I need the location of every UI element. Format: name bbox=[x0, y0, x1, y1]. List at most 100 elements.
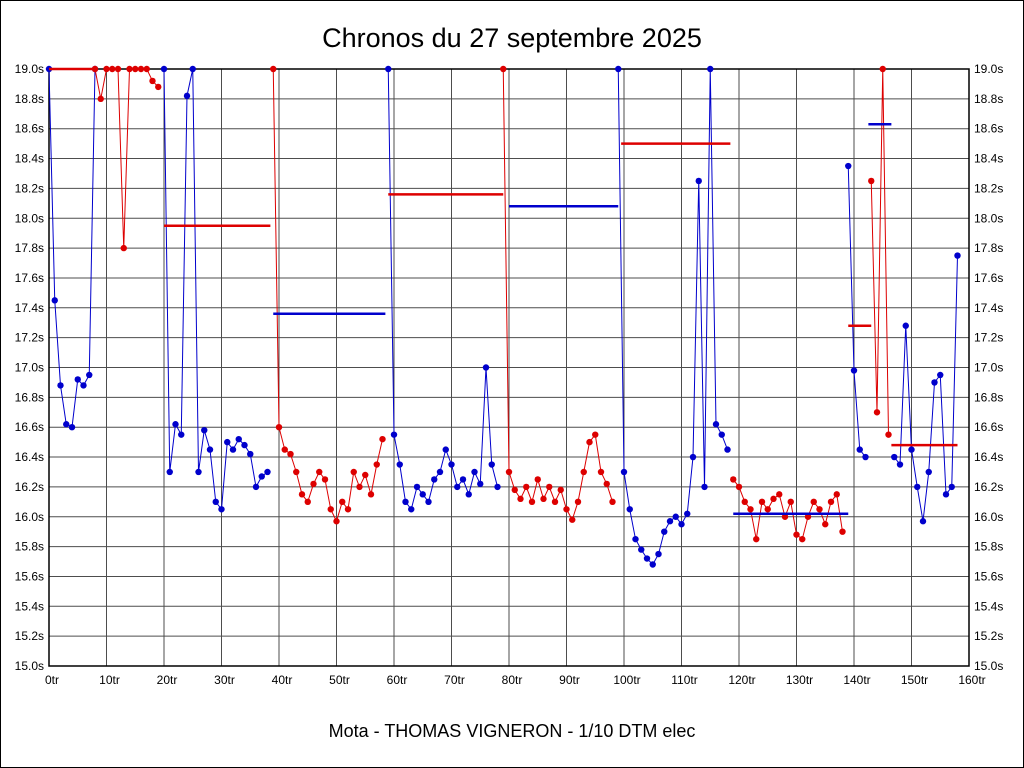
y-tick-label-right: 16.6s bbox=[974, 420, 1003, 434]
lap-point bbox=[908, 446, 915, 453]
lap-point bbox=[281, 446, 288, 453]
lap-point bbox=[166, 468, 173, 476]
y-tick-label-right: 18.0s bbox=[974, 211, 1003, 225]
lap-point bbox=[603, 480, 610, 488]
y-tick-label-left: 17.0s bbox=[15, 361, 44, 375]
lap-point bbox=[862, 453, 869, 461]
lap-point bbox=[120, 244, 127, 252]
y-tick-label-left: 16.8s bbox=[15, 390, 44, 404]
lap-point bbox=[833, 491, 840, 498]
lap-point bbox=[390, 431, 398, 438]
lap-point bbox=[799, 535, 806, 543]
lap-point bbox=[620, 468, 628, 476]
x-tick-label: 100tr bbox=[613, 673, 640, 687]
lap-point bbox=[551, 498, 559, 506]
lap-point bbox=[172, 421, 179, 428]
lap-point bbox=[730, 476, 737, 483]
y-tick-label-left: 15.4s bbox=[15, 599, 44, 613]
lap-point bbox=[316, 468, 323, 476]
y-tick-label-right: 16.8s bbox=[974, 390, 1003, 404]
chart-caption: Mota - THOMAS VIGNERON - 1/10 DTM elec bbox=[328, 721, 696, 741]
lap-point bbox=[97, 95, 104, 103]
y-tick-label-left: 16.0s bbox=[15, 510, 44, 524]
lap-point bbox=[57, 382, 64, 389]
lap-point bbox=[919, 518, 927, 525]
lap-point bbox=[442, 446, 449, 453]
x-tick-label: 60tr bbox=[387, 673, 408, 687]
lap-point bbox=[413, 483, 421, 491]
lap-point bbox=[408, 506, 415, 513]
lap-point bbox=[822, 521, 829, 528]
lap-point bbox=[592, 431, 599, 438]
x-tick-label: 30tr bbox=[214, 673, 235, 687]
y-tick-label-left: 15.6s bbox=[15, 569, 44, 583]
lap-point bbox=[586, 438, 593, 446]
grid-layer bbox=[48, 68, 970, 667]
lap-point bbox=[86, 371, 93, 379]
lap-point bbox=[80, 382, 87, 389]
lap-point bbox=[379, 435, 386, 443]
run-line-run-5 bbox=[387, 68, 498, 511]
y-tick-label-right: 18.6s bbox=[974, 122, 1003, 136]
lap-point bbox=[109, 65, 116, 73]
lap-point bbox=[684, 510, 691, 517]
lap-point bbox=[615, 65, 622, 73]
lap-point bbox=[114, 65, 122, 73]
lap-point bbox=[931, 379, 938, 386]
y-tick-label-left: 16.6s bbox=[15, 420, 44, 434]
lap-point bbox=[776, 491, 783, 498]
lap-point bbox=[293, 468, 300, 476]
lap-point bbox=[304, 498, 311, 506]
y-tick-label-right: 15.4s bbox=[974, 599, 1003, 613]
lap-point bbox=[580, 468, 587, 476]
x-tick-label: 70tr bbox=[444, 673, 465, 687]
x-tick-label: 50tr bbox=[329, 673, 350, 687]
lap-point bbox=[632, 535, 639, 543]
lap-point bbox=[218, 506, 225, 513]
y-tick-label-right: 18.8s bbox=[974, 92, 1003, 106]
lap-point bbox=[856, 446, 863, 453]
lap-point bbox=[954, 252, 961, 259]
lap-point bbox=[523, 483, 530, 491]
lap-point bbox=[275, 424, 283, 431]
lap-point bbox=[367, 491, 375, 498]
x-tick-label: 40tr bbox=[272, 673, 293, 687]
y-tick-label-left: 15.2s bbox=[15, 629, 44, 643]
lap-point bbox=[638, 546, 645, 553]
lap-point bbox=[333, 518, 340, 525]
lap-point bbox=[718, 431, 725, 438]
y-tick-label-left: 15.8s bbox=[15, 540, 44, 554]
y-tick-label-left: 18.4s bbox=[15, 152, 44, 166]
lap-point bbox=[385, 65, 392, 73]
y-tick-label-left: 18.6s bbox=[15, 122, 44, 136]
lap-point bbox=[201, 426, 208, 434]
lap-point bbox=[494, 483, 501, 491]
lap-point bbox=[448, 461, 455, 468]
y-tick-label-right: 18.2s bbox=[974, 181, 1003, 195]
y-tick-label-left: 17.6s bbox=[15, 271, 44, 285]
lap-point bbox=[850, 367, 858, 374]
lap-point bbox=[195, 468, 202, 476]
lap-point bbox=[689, 453, 697, 461]
lap-point bbox=[563, 506, 570, 513]
x-tick-label: 140tr bbox=[843, 673, 870, 687]
x-tick-label: 20tr bbox=[157, 673, 178, 687]
lap-point bbox=[155, 83, 162, 91]
lap-point bbox=[488, 461, 495, 468]
lap-point bbox=[425, 498, 432, 506]
lap-point bbox=[557, 486, 564, 494]
y-tick-label-right: 17.2s bbox=[974, 331, 1003, 345]
y-tick-label-left: 17.8s bbox=[15, 241, 44, 255]
lap-point bbox=[482, 364, 490, 371]
lap-point bbox=[626, 506, 633, 513]
lap-point bbox=[787, 498, 794, 506]
lap-point bbox=[224, 438, 231, 446]
lap-point bbox=[879, 65, 886, 73]
lap-point bbox=[655, 550, 662, 558]
lap-point bbox=[672, 513, 679, 520]
lap-point bbox=[137, 65, 145, 73]
lap-point bbox=[758, 498, 766, 506]
lap-point bbox=[845, 162, 852, 170]
